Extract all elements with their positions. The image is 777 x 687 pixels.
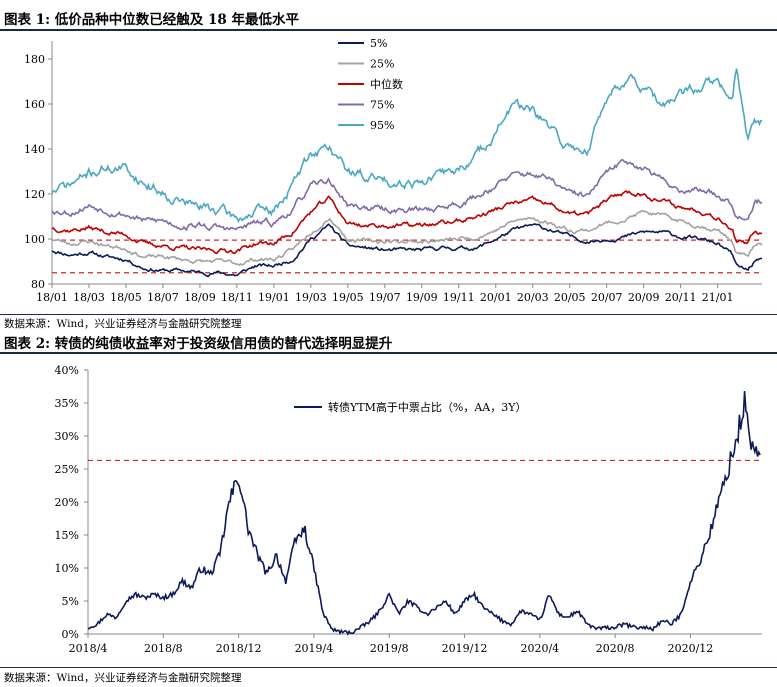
- chart2-x-tick-label: 2019/4: [295, 642, 334, 655]
- chart1-x-tick-label: 20/09: [628, 291, 660, 304]
- chart2-x-tick-label: 2018/4: [69, 642, 108, 655]
- figure2-source: 数据来源：Wind，兴业证券经济与金融研究院整理: [4, 672, 242, 684]
- chart1-series-line: [51, 68, 763, 223]
- chart1-x-tick-label: 21/01: [702, 291, 734, 304]
- chart1-x-tick-label: 18/07: [147, 291, 179, 304]
- chart2-x-tick-label: 2019/12: [442, 642, 488, 655]
- chart1-y-tick-label: 140: [24, 143, 45, 156]
- chart1-legend-label: 75%: [370, 99, 394, 112]
- chart1-x-tick-label: 19/03: [295, 291, 327, 304]
- chart2-y-tick-label: 35%: [55, 397, 79, 410]
- chart1-series-line: [51, 190, 763, 255]
- figure1-bottom-rule: [0, 314, 777, 315]
- figure2-top-rule: [0, 352, 777, 354]
- chart2-y-tick-label: 15%: [55, 529, 79, 542]
- chart2-y-tick-label: 10%: [55, 562, 79, 575]
- chart2-legend-label: 转债YTM高于中票占比（%，AA，3Y）: [328, 400, 526, 414]
- chart1-y-tick-label: 180: [24, 53, 45, 66]
- chart2-series-line: [87, 391, 761, 636]
- chart2-x-tick-label: 2020/8: [596, 642, 635, 655]
- chart2-x-tick-label: 2020/4: [520, 642, 559, 655]
- chart1-x-tick-label: 19/05: [332, 291, 364, 304]
- chart2-y-tick-label: 30%: [55, 430, 79, 443]
- chart2-x-tick-label: 2019/8: [370, 642, 409, 655]
- chart1-x-tick-label: 20/05: [554, 291, 586, 304]
- chart1-y-tick-label: 120: [24, 188, 45, 201]
- chart1-x-tick-label: 19/01: [258, 291, 290, 304]
- figure1-top-rule: [0, 29, 777, 31]
- figure2-title: 图表 2: 转债的纯债收益率对于投资级信用债的替代选择明显提升: [4, 336, 393, 352]
- chart1-x-tick-label: 18/01: [36, 291, 68, 304]
- chart2-y-tick-label: 5%: [62, 595, 79, 608]
- chart1-x-tick-label: 19/07: [369, 291, 401, 304]
- chart1-y-tick-label: 100: [24, 233, 45, 246]
- chart2-y-tick-label: 25%: [55, 463, 79, 476]
- figure2-bottom-rule: [0, 667, 777, 668]
- chart1-x-tick-label: 19/09: [406, 291, 438, 304]
- chart1-x-tick-label: 19/11: [443, 291, 475, 304]
- chart2-y-tick-label: 20%: [55, 496, 79, 509]
- figure1-source: 数据来源：Wind，兴业证券经济与金融研究院整理: [4, 318, 242, 330]
- chart1: 80 100 120 140 160 180 18/01 18/03 18/05 18/07 18/…: [24, 37, 763, 304]
- chart1-x-tick-label: 20/07: [591, 291, 623, 304]
- chart2-x-tick-label: 2018/12: [216, 642, 262, 655]
- chart1-x-tick-label: 18/11: [221, 291, 253, 304]
- chart2-y-tick-label: 0%: [62, 628, 79, 641]
- chart1-x-tick-label: 18/09: [184, 291, 216, 304]
- chart2-x-tick-label: 2020/12: [668, 642, 714, 655]
- chart1-y-tick-label: 160: [24, 98, 45, 111]
- chart1-x-tick-label: 20/11: [665, 291, 697, 304]
- chart1-x-tick-label: 20/01: [480, 291, 512, 304]
- chart1-x-tick-label: 20/03: [517, 291, 549, 304]
- chart1-x-tick-label: 18/03: [73, 291, 105, 304]
- chart1-y-tick-label: 80: [31, 278, 45, 291]
- chart1-legend-label: 中位数: [370, 77, 403, 91]
- chart1-x-tick-label: 18/05: [110, 291, 142, 304]
- chart2-y-tick-label: 40%: [55, 364, 79, 377]
- chart1-series-line: [51, 223, 763, 278]
- chart1-legend-label: 5%: [370, 37, 387, 50]
- chart2-x-tick-label: 2018/8: [144, 642, 183, 655]
- chart1-series-line: [51, 209, 763, 267]
- figure1-title: 图表 1: 低价品种中位数已经触及 18 年最低水平: [4, 12, 299, 28]
- chart1-legend-label: 25%: [370, 58, 394, 71]
- chart1-legend-label: 95%: [370, 119, 394, 132]
- chart1-series-line: [51, 158, 763, 232]
- chart2: 0% 5% 10% 15% 20% 25% 30% 35% 40% 2018/4 2018/8 201…: [55, 364, 762, 655]
